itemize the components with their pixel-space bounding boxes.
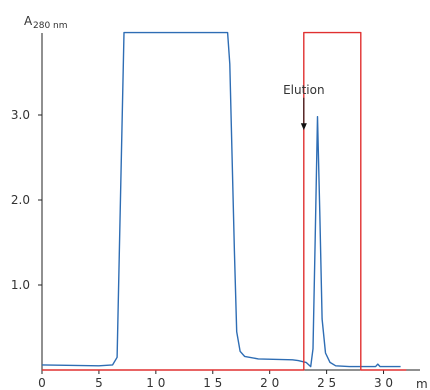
x-tick-label: 0	[38, 376, 46, 390]
x-tick-label: 5	[95, 376, 103, 390]
annotation-layer: Elution	[283, 83, 325, 131]
x-tick-label: 2 0	[260, 376, 279, 390]
y-axis-title: A 280 nm	[24, 14, 68, 31]
y-tick-label: 1.0	[11, 278, 30, 292]
series-layer	[41, 31, 407, 371]
y-tick-label: 3.0	[11, 108, 30, 122]
x-tick-label: 1 5	[203, 376, 222, 390]
absorbance-series-line	[41, 31, 401, 368]
y-tick-label: 2.0	[11, 193, 30, 207]
x-axis-label: m	[416, 377, 428, 390]
annotation-arrow-head	[300, 123, 307, 131]
elution-series-line	[42, 31, 407, 371]
x-tick-label: 3 0	[374, 376, 393, 390]
y-axis-label-subscript: 280 nm	[33, 21, 68, 31]
x-tick-label: 2 5	[317, 376, 336, 390]
y-axis-label: A	[24, 14, 33, 28]
y-ticks: 1.0 2.0 3.0	[11, 108, 42, 292]
x-ticks: 0 5 1 0 1 5 2 0 2 5 3 0	[38, 370, 393, 390]
x-tick-label: 1 0	[146, 376, 165, 390]
annotation-label: Elution	[283, 83, 325, 97]
